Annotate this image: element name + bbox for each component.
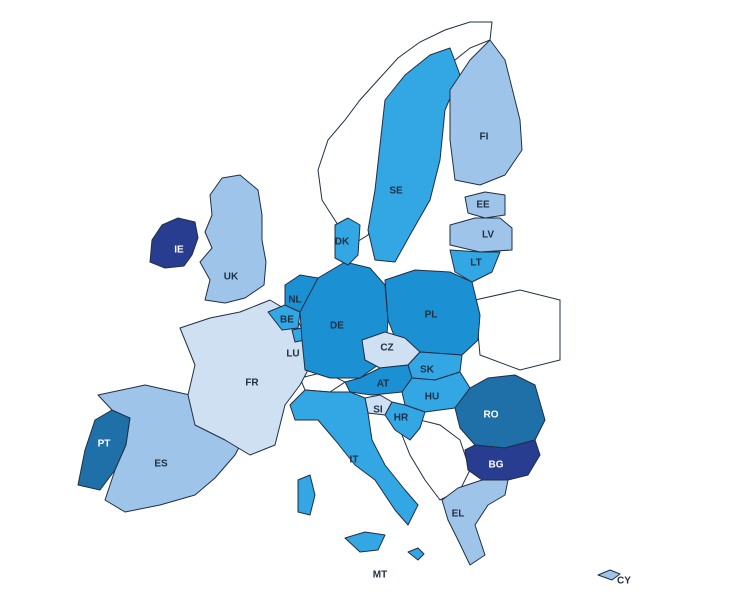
country-fr[interactable] <box>179 299 311 456</box>
country-bg[interactable] <box>464 439 541 481</box>
label-de: DE <box>330 321 344 332</box>
label-at: AT <box>377 379 390 390</box>
country-labels: IE UK PT ES FR BE NL LU DE DK SE FI EE LV LT PL CZ SK AT HU… <box>98 132 632 587</box>
label-lv: LV <box>482 230 494 241</box>
label-el: EL <box>452 509 465 520</box>
label-hr: HR <box>394 413 409 424</box>
country-cy[interactable] <box>597 569 621 581</box>
country-it-sicily[interactable] <box>344 531 386 553</box>
country-lv[interactable] <box>449 217 513 253</box>
country-se[interactable] <box>367 47 461 263</box>
label-it: IT <box>350 455 359 466</box>
label-sk: SK <box>420 365 435 376</box>
label-mt: MT <box>373 570 387 581</box>
label-dk: DK <box>335 237 350 248</box>
label-fi: FI <box>480 132 489 143</box>
label-si: SI <box>373 405 383 416</box>
country-it[interactable] <box>289 389 419 526</box>
label-be: BE <box>280 315 294 326</box>
belarus-ukraine-outline <box>474 289 561 371</box>
country-pl[interactable] <box>384 269 481 356</box>
country-ie[interactable] <box>149 217 199 269</box>
label-ee: EE <box>476 200 490 211</box>
country-uk[interactable] <box>199 174 267 304</box>
country-ro[interactable] <box>454 374 546 449</box>
label-cy: CY <box>617 576 631 587</box>
label-ie: IE <box>174 245 184 256</box>
label-lt: LT <box>470 258 481 269</box>
label-lu: LU <box>286 349 299 360</box>
label-nl: NL <box>288 295 301 306</box>
label-bg: BG <box>489 460 504 471</box>
label-es: ES <box>154 459 168 470</box>
label-fr: FR <box>245 378 259 389</box>
country-lt[interactable] <box>449 249 501 283</box>
label-se: SE <box>389 186 403 197</box>
balkans-outline <box>399 419 471 501</box>
country-it-sardinia[interactable] <box>297 474 316 516</box>
label-ro: RO <box>484 410 499 421</box>
label-pl: PL <box>425 310 438 321</box>
label-hu: HU <box>425 392 439 403</box>
country-dk[interactable] <box>334 217 361 266</box>
label-cz: CZ <box>380 343 393 354</box>
country-be[interactable] <box>267 304 301 331</box>
label-pt: PT <box>98 439 111 450</box>
country-hr[interactable] <box>384 401 426 441</box>
country-el[interactable] <box>441 479 509 566</box>
country-fi[interactable] <box>449 39 523 186</box>
label-uk: UK <box>224 272 239 283</box>
country-mt[interactable] <box>407 547 425 561</box>
country-ee[interactable] <box>464 191 506 219</box>
